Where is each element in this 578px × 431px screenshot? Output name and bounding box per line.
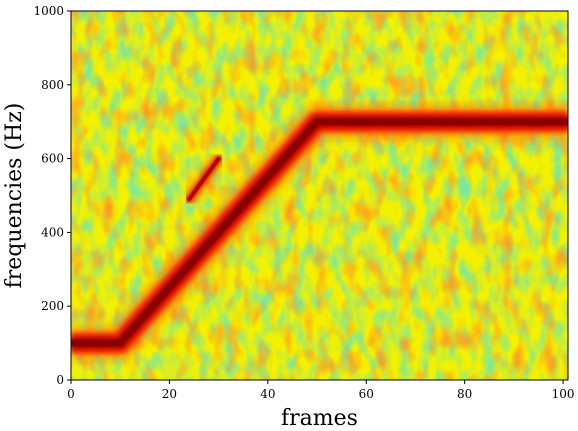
y-axis: 0 200 400 600 800 1000 <box>33 4 71 387</box>
x-tick-label: 60 <box>359 387 374 401</box>
x-axis-title: frames <box>281 406 358 431</box>
x-tick-label: 0 <box>67 387 75 401</box>
x-tick-label: 80 <box>457 387 472 401</box>
y-tick-label: 600 <box>41 152 64 166</box>
y-tick-label: 400 <box>41 225 64 239</box>
frequency-tracks <box>71 101 568 361</box>
y-tick-label: 200 <box>41 299 64 313</box>
track-2-layer-2 <box>187 156 221 202</box>
x-tick-label: 20 <box>162 387 177 401</box>
plot-frame <box>70 10 569 381</box>
y-tick-label: 800 <box>41 78 64 92</box>
track-0-layer-3 <box>71 118 568 347</box>
plot-area <box>71 11 568 380</box>
y-axis-title: frequencies (Hz) <box>2 103 27 289</box>
x-tick-label: 100 <box>552 387 575 401</box>
x-axis: 0 20 40 60 80 100 <box>67 380 575 401</box>
y-tick-label: 1000 <box>33 4 64 18</box>
y-tick-label: 0 <box>56 373 64 387</box>
x-tick-label: 40 <box>260 387 275 401</box>
